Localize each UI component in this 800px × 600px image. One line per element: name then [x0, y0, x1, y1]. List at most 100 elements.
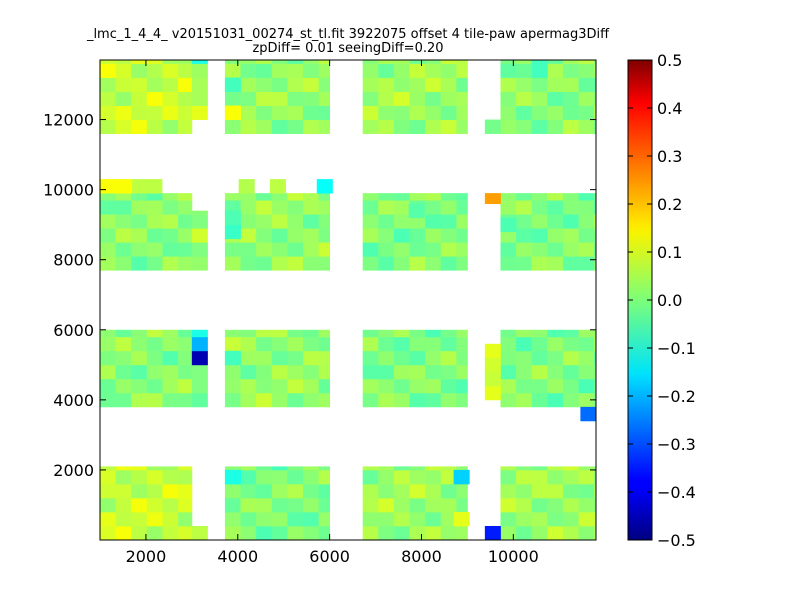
heatmap-cell — [115, 329, 132, 338]
heatmap-cell — [318, 256, 331, 271]
heatmap-cell — [178, 63, 193, 78]
heatmap-cell — [240, 60, 257, 64]
heatmap-cell — [100, 214, 117, 229]
heatmap-cell — [224, 497, 241, 513]
heatmap-cell — [456, 60, 468, 64]
heatmap-cell — [115, 525, 132, 541]
heatmap-cell — [271, 91, 288, 106]
heatmap-cell — [302, 119, 319, 134]
heatmap-cell — [240, 242, 257, 257]
heatmap-cell — [409, 119, 426, 134]
heatmap-cell — [256, 228, 273, 243]
heatmap-cell — [531, 105, 548, 120]
heatmap-cell — [302, 105, 319, 120]
heatmap-cell — [456, 466, 468, 471]
heatmap-cell — [256, 193, 273, 201]
heatmap-cell — [362, 329, 379, 338]
heatmap-cell — [378, 336, 395, 352]
heatmap-cell — [191, 242, 208, 257]
heatmap-cell — [409, 228, 426, 243]
x-tick-label: 8000 — [401, 547, 442, 566]
heatmap-cell — [362, 469, 379, 485]
heatmap-cell — [393, 483, 410, 499]
heatmap-cell — [500, 466, 517, 471]
heatmap-cell — [256, 214, 273, 229]
heatmap-cell — [287, 256, 304, 271]
heatmap-cell — [531, 214, 548, 229]
heatmap-cell — [287, 392, 304, 408]
heatmap-cell — [131, 256, 148, 271]
heatmap-cell — [271, 77, 288, 92]
heatmap-cell — [287, 228, 304, 243]
heatmap-cell — [146, 511, 163, 527]
heatmap-cell — [547, 214, 564, 229]
y-axis: 2000 4000 6000 8000 10000 12000 — [43, 111, 596, 480]
heatmap-cell — [162, 469, 179, 485]
heatmap-cell — [240, 256, 257, 271]
heatmap-cell — [146, 364, 163, 380]
heatmap-cell — [594, 214, 597, 229]
heatmap-cell — [578, 200, 595, 215]
heatmap-cell — [594, 364, 597, 380]
heatmap-cell — [409, 378, 426, 394]
colorbar-tick-label: 0.4 — [657, 99, 682, 118]
heatmap-cell — [162, 228, 179, 243]
heatmap-cell — [287, 242, 304, 257]
heatmap-cell — [146, 77, 163, 92]
heatmap-cell — [531, 193, 548, 201]
heatmap-cell — [516, 256, 533, 271]
heatmap-cell — [547, 228, 564, 243]
heatmap-cell — [440, 193, 457, 201]
heatmap-cell — [162, 466, 179, 471]
heatmap-cell — [131, 525, 148, 541]
heatmap-cell — [425, 497, 442, 513]
colorbar-tick-label: −0.4 — [657, 483, 696, 502]
heatmap-cell — [100, 466, 117, 471]
heatmap-cell — [302, 214, 319, 229]
heatmap-cell — [240, 525, 257, 541]
heatmap-cell — [256, 350, 273, 366]
heatmap-cell — [302, 200, 319, 215]
heatmap-cell — [287, 350, 304, 366]
colorbar-tick-label: −0.1 — [657, 339, 696, 358]
heatmap-cell — [378, 91, 395, 106]
heatmap-cell — [440, 214, 457, 229]
y-tick-label: 8000 — [53, 251, 94, 270]
heatmap-cell — [256, 525, 273, 541]
heatmap-cell — [224, 242, 241, 257]
heatmap-cell — [393, 392, 410, 408]
heatmap-cell — [238, 179, 255, 194]
heatmap-cell — [594, 193, 597, 201]
heatmap-cell — [440, 525, 457, 541]
heatmap-cell — [484, 343, 501, 359]
heatmap-cell — [316, 179, 333, 194]
heatmap-cell — [302, 193, 319, 201]
heatmap-cell — [516, 364, 533, 380]
heatmap-cell — [224, 224, 241, 240]
heatmap-cell — [362, 193, 379, 201]
heatmap-cell — [440, 364, 457, 380]
heatmap-cell — [409, 525, 426, 541]
heatmap-cell — [224, 193, 241, 201]
heatmap-cell — [500, 511, 517, 527]
heatmap-cell — [516, 119, 533, 134]
heatmap-cell — [531, 242, 548, 257]
heatmap-cell — [409, 193, 426, 201]
heatmap-cell — [271, 336, 288, 352]
heatmap-cell — [287, 214, 304, 229]
heatmap-cell — [318, 60, 331, 64]
heatmap-cell — [256, 364, 273, 380]
heatmap-cell — [100, 77, 117, 92]
heatmap-cell — [516, 77, 533, 92]
heatmap-cell — [287, 469, 304, 485]
heatmap-cell — [578, 378, 595, 394]
heatmap-cell — [409, 511, 426, 527]
heatmap-cell — [131, 392, 148, 408]
heatmap-cell — [393, 511, 410, 527]
heatmap-cell — [100, 179, 133, 194]
heatmap-cell — [409, 392, 426, 408]
heatmap-cell — [191, 214, 208, 229]
heatmap-cell — [578, 119, 595, 134]
heatmap-cell — [240, 392, 257, 408]
colorbar-tick-label: 0.0 — [657, 291, 682, 310]
